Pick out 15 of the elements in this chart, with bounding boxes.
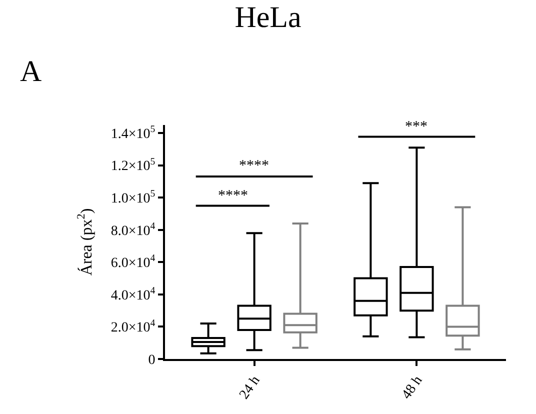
y-tick-label: 1.2×10$^{5}$ bbox=[110, 156, 156, 174]
y-tick-label: 4.0×10$^{4}$ bbox=[110, 285, 156, 304]
annotation: *** bbox=[405, 119, 428, 135]
y-tick-label: 0 bbox=[148, 352, 156, 368]
annotation: **** bbox=[239, 158, 269, 174]
text: A bbox=[20, 55, 42, 88]
y-tick-label: 2.0×10$^{4}$ bbox=[110, 318, 156, 336]
y-tick-label: 1.4×10$^{5}$ bbox=[110, 124, 156, 142]
y-tick-label: 1.0×10$^{5}$ bbox=[110, 188, 156, 207]
x-tick-label: 48 h bbox=[399, 374, 426, 402]
annotation: **** bbox=[218, 188, 248, 204]
chart-title: HeLa bbox=[234, 1, 302, 34]
y-tick-label: 8.0×10$^{4}$ bbox=[110, 220, 156, 239]
y-tick-label: 6.0×10$^{4}$ bbox=[110, 253, 156, 272]
x-tick-label: 24 h bbox=[236, 374, 264, 402]
